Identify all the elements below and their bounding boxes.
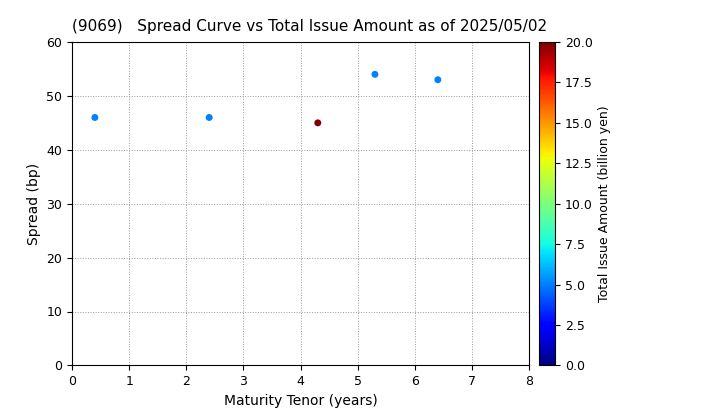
Point	[369, 71, 381, 78]
Point	[204, 114, 215, 121]
Y-axis label: Spread (bp): Spread (bp)	[27, 163, 41, 245]
Point	[89, 114, 101, 121]
Y-axis label: Total Issue Amount (billion yen): Total Issue Amount (billion yen)	[598, 105, 611, 302]
X-axis label: Maturity Tenor (years): Maturity Tenor (years)	[224, 394, 377, 408]
Text: (9069)   Spread Curve vs Total Issue Amount as of 2025/05/02: (9069) Spread Curve vs Total Issue Amoun…	[72, 19, 547, 34]
Point	[312, 119, 323, 126]
Point	[432, 76, 444, 83]
